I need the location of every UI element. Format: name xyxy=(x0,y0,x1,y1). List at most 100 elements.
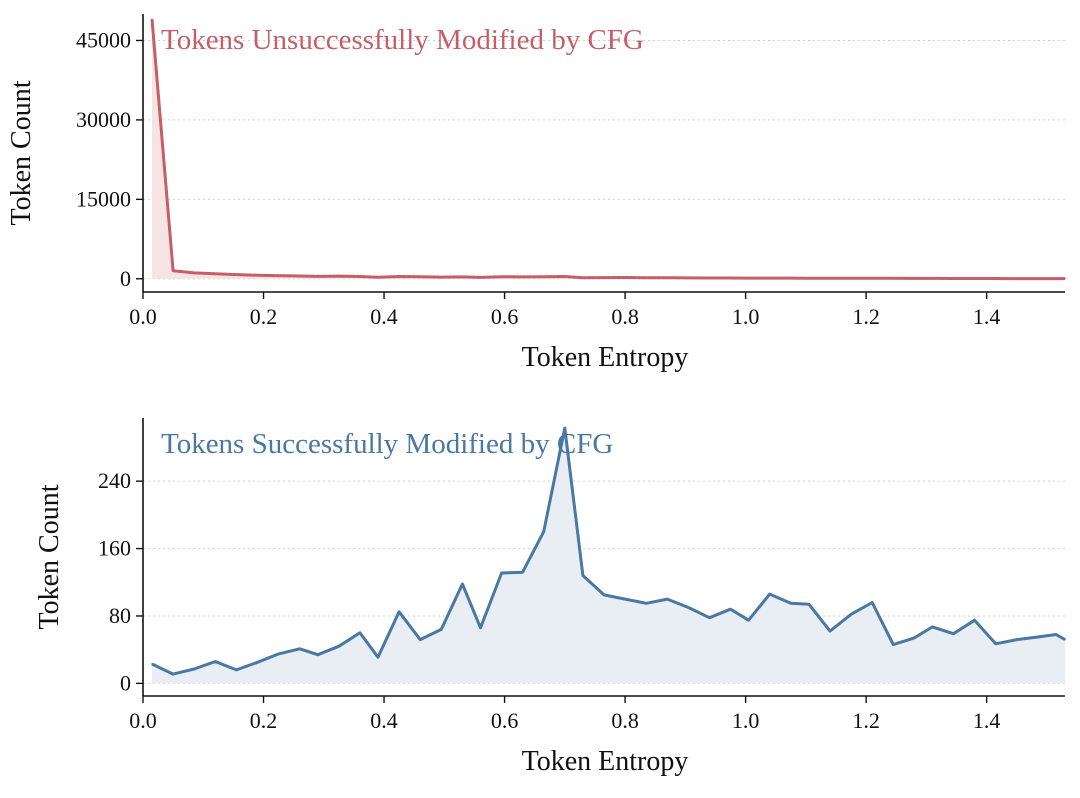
data-point xyxy=(666,598,669,600)
data-point xyxy=(377,656,379,658)
y-axis-label: Token Count xyxy=(6,80,37,225)
data-point xyxy=(338,275,340,277)
data-point xyxy=(172,270,174,272)
y-tick-label: 30000 xyxy=(76,107,131,132)
data-point xyxy=(479,627,482,629)
data-point xyxy=(747,277,750,279)
x-axis-label: Token Entropy xyxy=(522,746,689,777)
data-point xyxy=(850,613,852,616)
x-tick-label: 0.2 xyxy=(250,304,278,329)
data-point xyxy=(973,619,976,621)
data-point xyxy=(564,427,566,429)
data-point xyxy=(1034,277,1036,280)
data-point xyxy=(645,276,647,279)
data-point xyxy=(359,275,361,278)
data-point xyxy=(214,660,217,663)
data-point xyxy=(1037,636,1039,638)
data-point xyxy=(440,276,443,278)
x-tick-label: 0.0 xyxy=(129,708,157,733)
data-point xyxy=(419,638,422,641)
data-point xyxy=(892,643,895,646)
data-point xyxy=(154,55,156,58)
data-point xyxy=(808,277,810,280)
data-point xyxy=(1055,633,1057,636)
x-tick-label: 0.8 xyxy=(611,708,639,733)
data-point xyxy=(193,272,195,274)
data-point xyxy=(666,277,669,279)
data-point xyxy=(645,602,647,605)
x-tick-label: 0.8 xyxy=(611,304,639,329)
chart-title: Tokens Unsuccessfully Modified by CFG xyxy=(161,24,644,56)
data-point xyxy=(256,274,259,277)
data-point xyxy=(274,274,277,277)
data-point xyxy=(298,648,301,650)
data-point xyxy=(542,530,545,533)
x-tick-label: 1.4 xyxy=(973,304,1001,329)
data-point xyxy=(235,669,238,671)
chart-unsuccessfully-modified: 0 15000 30000 45000 0.0 0.2 0.4 0.6 0.8 1.0 1.2 1.4… xyxy=(6,14,1066,373)
x-tick-label: 1.2 xyxy=(852,304,880,329)
x-tick-label: 1.4 xyxy=(973,708,1001,733)
data-point xyxy=(1064,277,1066,280)
x-tick-label: 0.6 xyxy=(491,304,519,329)
x-tick-label: 0.4 xyxy=(370,304,398,329)
data-point xyxy=(952,632,955,635)
data-point xyxy=(151,18,153,21)
data-point xyxy=(847,277,849,280)
data-point xyxy=(317,275,319,278)
data-point xyxy=(991,277,994,280)
data-point xyxy=(973,277,976,280)
x-tick-label: 0.2 xyxy=(250,708,278,733)
data-point xyxy=(256,661,259,664)
data-point xyxy=(768,593,771,595)
data-point xyxy=(1055,277,1057,280)
x-tick-label: 1.0 xyxy=(732,304,760,329)
data-point xyxy=(461,583,464,585)
data-point xyxy=(359,632,361,634)
data-point xyxy=(747,619,750,621)
x-tick-label: 1.2 xyxy=(852,708,880,733)
data-point xyxy=(582,276,584,279)
series-area xyxy=(152,428,1065,684)
data-point xyxy=(829,630,831,632)
data-point xyxy=(500,275,503,278)
data-point xyxy=(768,277,771,279)
data-point xyxy=(829,277,831,280)
data-point xyxy=(808,603,810,605)
data-point xyxy=(398,275,400,278)
x-tick-label: 0.6 xyxy=(491,708,519,733)
y-tick-label: 0 xyxy=(120,670,131,695)
data-point xyxy=(151,663,153,665)
chart-title: Tokens Successfully Modified by CFG xyxy=(161,428,613,460)
chart-successfully-modified: 0 80 160 240 0.0 0.2 0.4 0.6 0.8 1.0 1.2 1.4 Tokens … xyxy=(34,418,1066,777)
series-area xyxy=(152,19,1065,279)
data-point xyxy=(398,611,400,613)
x-axis-label: Token Entropy xyxy=(522,342,689,373)
data-point xyxy=(910,277,913,280)
x-tick-label: 1.0 xyxy=(732,708,760,733)
data-point xyxy=(790,602,792,605)
data-point xyxy=(232,273,235,276)
data-point xyxy=(377,276,379,279)
data-point xyxy=(687,606,690,609)
data-point xyxy=(521,571,524,573)
data-point xyxy=(1064,638,1066,641)
data-point xyxy=(419,275,422,278)
data-point xyxy=(994,643,997,645)
data-point xyxy=(582,574,584,577)
data-point xyxy=(931,277,934,280)
data-point xyxy=(479,276,482,279)
y-tick-label: 15000 xyxy=(76,186,131,211)
y-axis-label: Token Count xyxy=(34,484,65,629)
data-point xyxy=(277,653,280,655)
data-point xyxy=(338,645,340,648)
data-point xyxy=(214,272,217,275)
y-tick-label: 240 xyxy=(98,468,131,493)
data-point xyxy=(913,637,916,639)
data-point xyxy=(726,277,729,279)
data-point xyxy=(461,276,464,278)
data-point xyxy=(521,276,524,278)
data-point xyxy=(708,277,711,279)
data-point xyxy=(172,673,174,675)
